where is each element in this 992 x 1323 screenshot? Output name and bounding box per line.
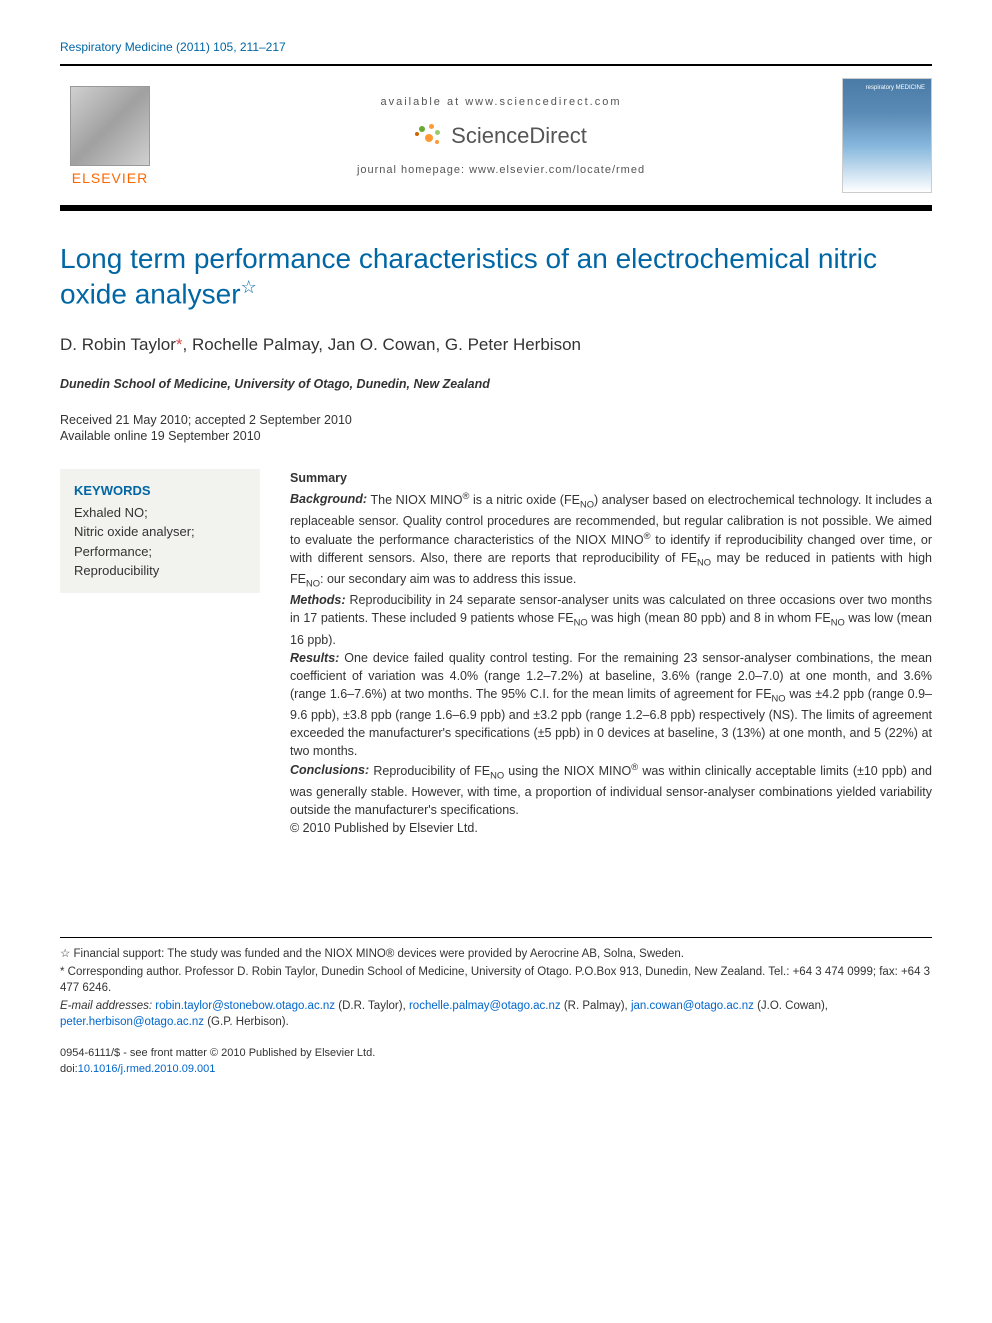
background-label: Background: [290, 493, 367, 507]
online-date: Available online 19 September 2010 [60, 429, 932, 443]
conclusions-label: Conclusions: [290, 764, 369, 778]
email-who: (R. Palmay), [561, 1000, 631, 1012]
corresponding-marker: * [176, 335, 183, 354]
summary-results: Results: One device failed quality contr… [290, 649, 932, 761]
email-link[interactable]: rochelle.palmay@otago.ac.nz [409, 1000, 561, 1012]
email-link[interactable]: peter.herbison@otago.ac.nz [60, 1016, 204, 1028]
corr-text: Corresponding author. Professor D. Robin… [60, 966, 930, 994]
journal-reference: Respiratory Medicine (2011) 105, 211–217 [60, 40, 932, 54]
email-link[interactable]: robin.taylor@stonebow.otago.ac.nz [155, 1000, 335, 1012]
received-accepted-date: Received 21 May 2010; accepted 2 Septemb… [60, 413, 932, 427]
front-matter-text: 0954-6111/$ - see front matter © 2010 Pu… [60, 1046, 932, 1061]
masthead: ELSEVIER available at www.sciencedirect.… [60, 64, 932, 211]
sciencedirect-dots-icon [415, 122, 443, 150]
doi-label: doi: [60, 1063, 78, 1075]
masthead-center: available at www.sciencedirect.com Scien… [180, 96, 822, 176]
keyword-item: Reproducibility [74, 561, 246, 581]
summary-conclusions: Conclusions: Reproducibility of FENO usi… [290, 760, 932, 819]
background-text: The NIOX MINO® is a nitric oxide (FENO) … [290, 493, 932, 587]
available-at-text: available at www.sciencedirect.com [180, 96, 822, 108]
affiliation: Dunedin School of Medicine, University o… [60, 377, 932, 391]
footnote-funding: ☆ Financial support: The study was funde… [60, 946, 932, 962]
results-text: One device failed quality control testin… [290, 651, 932, 759]
keyword-item: Exhaled NO; [74, 503, 246, 523]
conclusions-text: Reproducibility of FENO using the NIOX M… [290, 764, 932, 817]
journal-cover-thumbnail: respiratory MEDICINE [842, 78, 932, 193]
footnotes: ☆ Financial support: The study was funde… [60, 937, 932, 1030]
abstract-row: KEYWORDS Exhaled NO; Nitric oxide analys… [60, 469, 932, 837]
journal-homepage-text: journal homepage: www.elsevier.com/locat… [180, 164, 822, 176]
doi-line: doi:10.1016/j.rmed.2010.09.001 [60, 1062, 932, 1077]
email-link[interactable]: jan.cowan@otago.ac.nz [631, 1000, 754, 1012]
email-who: (G.P. Herbison). [204, 1016, 289, 1028]
summary-methods: Methods: Reproducibility in 24 separate … [290, 591, 932, 648]
emails-label: E-mail addresses: [60, 1000, 155, 1012]
keywords-heading: KEYWORDS [74, 481, 246, 501]
author-4: G. Peter Herbison [445, 335, 581, 354]
summary-copyright: © 2010 Published by Elsevier Ltd. [290, 819, 932, 837]
keyword-item: Performance; [74, 542, 246, 562]
methods-label: Methods: [290, 593, 346, 607]
cover-title-text: respiratory MEDICINE [866, 85, 925, 91]
footnote-corresponding: * Corresponding author. Professor D. Rob… [60, 964, 932, 996]
doi-link[interactable]: 10.1016/j.rmed.2010.09.001 [78, 1063, 216, 1075]
keyword-item: Nitric oxide analyser; [74, 522, 246, 542]
email-who: (D.R. Taylor), [335, 1000, 409, 1012]
summary-box: Summary Background: The NIOX MINO® is a … [290, 469, 932, 837]
title-text: Long term performance characteristics of… [60, 243, 877, 309]
author-list: D. Robin Taylor*, Rochelle Palmay, Jan O… [60, 335, 932, 355]
results-label: Results: [290, 651, 339, 665]
footnote-emails: E-mail addresses: robin.taylor@stonebow.… [60, 998, 932, 1030]
keywords-box: KEYWORDS Exhaled NO; Nitric oxide analys… [60, 469, 260, 593]
article-dates: Received 21 May 2010; accepted 2 Septemb… [60, 413, 932, 443]
author-1: D. Robin Taylor [60, 335, 176, 354]
summary-heading: Summary [290, 469, 932, 487]
sciencedirect-text: ScienceDirect [451, 123, 587, 149]
elsevier-tree-icon [70, 86, 150, 166]
methods-text: Reproducibility in 24 separate sensor-an… [290, 593, 932, 646]
email-who: (J.O. Cowan), [754, 1000, 828, 1012]
author-3: Jan O. Cowan [328, 335, 436, 354]
sciencedirect-logo: ScienceDirect [180, 122, 822, 150]
elsevier-logo-block: ELSEVIER [60, 86, 160, 186]
article-title: Long term performance characteristics of… [60, 241, 932, 311]
funding-text: Financial support: The study was funded … [70, 948, 684, 960]
author-2: Rochelle Palmay [192, 335, 318, 354]
doi-block: 0954-6111/$ - see front matter © 2010 Pu… [60, 1046, 932, 1077]
elsevier-label: ELSEVIER [72, 170, 148, 186]
summary-background: Background: The NIOX MINO® is a nitric o… [290, 489, 932, 591]
funding-marker: ☆ [60, 948, 70, 960]
title-footnote-marker: ☆ [241, 277, 257, 297]
